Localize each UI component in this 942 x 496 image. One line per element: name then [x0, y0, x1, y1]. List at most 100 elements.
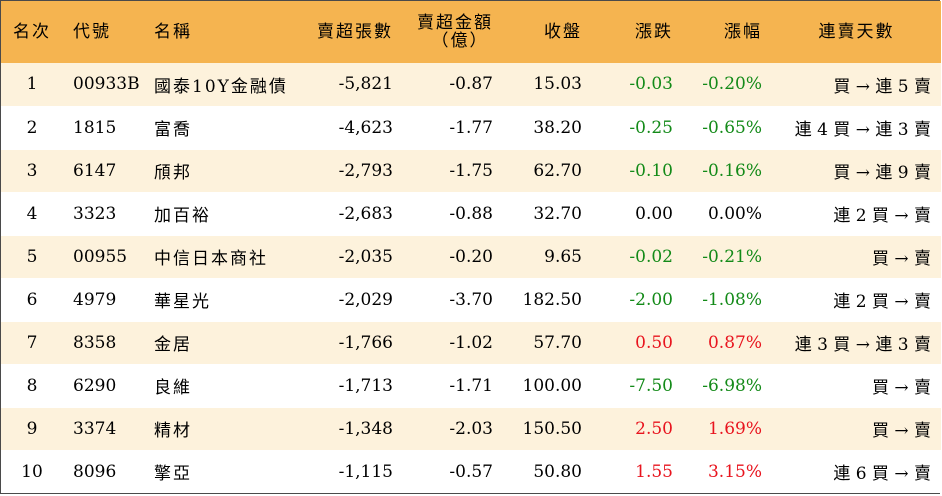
code-cell: 1815: [63, 105, 144, 149]
net-sell-amount-cell: -0.20: [403, 234, 503, 278]
table-row[interactable]: 6 4979 華星光 -2,029 -3.70 182.50 -2.00 -1.08% 連 2 …: [1, 277, 941, 321]
table-row[interactable]: 8 6290 良維 -1,713 -1.71 100.00 -7.50 -6.98% 買 → 賣: [1, 363, 941, 407]
header-name[interactable]: 名稱: [154, 22, 192, 42]
name-cell: 良維: [144, 363, 288, 407]
net-sell-amount-cell: -2.03: [403, 406, 503, 450]
name-cell: 富喬: [144, 105, 288, 149]
close-cell: 100.00: [503, 363, 592, 407]
header-net-sell-lots[interactable]: 賣超張數: [317, 22, 393, 42]
close-cell: 182.50: [503, 277, 592, 321]
net-sell-amount-cell: -1.75: [403, 148, 503, 192]
change-cell: -0.03: [629, 74, 673, 95]
table-row[interactable]: 3 6147 頎邦 -2,793 -1.75 62.70 -0.10 -0.16% 買 → 連 …: [1, 148, 941, 192]
net-sell-amount-cell: -1.77: [403, 105, 503, 149]
streak-cell: 買 → 連 9 賣: [772, 148, 941, 192]
net-sell-lots-cell: -1,766: [288, 320, 403, 364]
streak-cell: 連 2 買 → 賣: [772, 277, 941, 321]
table-row[interactable]: 5 00955 中信日本商社 -2,035 -0.20 9.65 -0.02 -0.21% 買 …: [1, 234, 941, 278]
rank-cell: 9: [1, 406, 63, 450]
table-row[interactable]: 10 8096 擎亞 -1,115 -0.57 50.80 1.55 3.15% 連 6 買 →…: [1, 449, 941, 493]
change-pct-cell: -0.65%: [683, 105, 772, 149]
name-cell: 加百裕: [144, 191, 288, 235]
close-cell: 57.70: [503, 320, 592, 364]
change-pct-cell: 3.15%: [683, 449, 772, 493]
net-sell-lots-cell: -2,793: [288, 148, 403, 192]
change-pct-cell: 0.87%: [683, 320, 772, 364]
header-row: 名次 代號 名稱 賣超張數 賣超金額 （億） 收盤 漲跌 漲幅 連賣天數: [1, 1, 941, 63]
code-cell: 3323: [63, 191, 144, 235]
net-sell-amount-cell: -1.02: [403, 320, 503, 364]
streak-cell: 連 6 買 → 賣: [772, 449, 941, 493]
change-cell: 0.50: [592, 320, 683, 364]
net-sell-lots-cell: -1,713: [288, 363, 403, 407]
change-cell: -2.00: [592, 277, 683, 321]
change-pct-cell: -6.98%: [683, 363, 772, 407]
header-rank[interactable]: 名次: [13, 22, 51, 42]
code-cell: 6147: [63, 148, 144, 192]
code-cell: 6290: [63, 363, 144, 407]
header-code[interactable]: 代號: [73, 22, 111, 42]
change-pct-cell: -0.20%: [702, 74, 762, 95]
rank-cell: 7: [1, 320, 63, 364]
net-sell-amount-cell: -0.87: [449, 74, 493, 95]
code-cell: 3374: [63, 406, 144, 450]
streak-cell: 連 4 買 → 連 3 賣: [772, 105, 941, 149]
code-cell: 8096: [63, 449, 144, 493]
net-sell-lots-cell: -2,029: [288, 277, 403, 321]
name-cell: 擎亞: [144, 449, 288, 493]
change-cell: -7.50: [592, 363, 683, 407]
table-row[interactable]: 9 3374 精材 -1,348 -2.03 150.50 2.50 1.69% 買 → 賣: [1, 406, 941, 450]
table-row[interactable]: 1 00933B 國泰10Y金融債 -5,821 -0.87 15.03 -0.03 -0.2…: [1, 63, 941, 106]
close-cell: 32.70: [503, 191, 592, 235]
streak-cell: 連 2 買 → 賣: [772, 191, 941, 235]
name-cell: 中信日本商社: [144, 234, 288, 278]
net-sell-lots-cell: -1,348: [288, 406, 403, 450]
streak-cell: 買 → 賣: [772, 234, 941, 278]
rank-cell: 5: [1, 234, 63, 278]
net-sell-lots-cell: -5,821: [338, 74, 393, 95]
change-cell: -0.10: [592, 148, 683, 192]
net-sell-amount-cell: -0.88: [403, 191, 503, 235]
rank-cell: 8: [1, 363, 63, 407]
code-cell: 00955: [63, 234, 144, 278]
close-cell: 9.65: [503, 234, 592, 278]
rank-cell: 6: [1, 277, 63, 321]
header-close[interactable]: 收盤: [544, 22, 582, 42]
table-row[interactable]: 7 8358 金居 -1,766 -1.02 57.70 0.50 0.87% 連 3 買 → …: [1, 320, 941, 364]
net-sell-amount-cell: -3.70: [403, 277, 503, 321]
header-change[interactable]: 漲跌: [635, 22, 673, 42]
close-cell: 50.80: [503, 449, 592, 493]
change-pct-cell: -0.16%: [683, 148, 772, 192]
name-cell: 金居: [144, 320, 288, 364]
header-net-sell-amount[interactable]: 賣超金額 （億）: [403, 1, 503, 63]
streak-cell: 買 → 賣: [772, 406, 941, 450]
header-change-pct[interactable]: 漲幅: [724, 22, 762, 42]
close-cell: 15.03: [533, 74, 582, 95]
net-sell-lots-cell: -4,623: [288, 105, 403, 149]
net-sell-lots-cell: -2,035: [288, 234, 403, 278]
code-cell: 00933B: [73, 74, 140, 95]
streak-cell: 買 → 連 5 賣: [833, 76, 931, 97]
name-cell: 頎邦: [144, 148, 288, 192]
change-cell: -0.02: [592, 234, 683, 278]
code-cell: 8358: [63, 320, 144, 364]
change-cell: 0.00: [592, 191, 683, 235]
table-row[interactable]: 2 1815 富喬 -4,623 -1.77 38.20 -0.25 -0.65% 連 4 買 …: [1, 105, 941, 149]
change-cell: 1.55: [592, 449, 683, 493]
header-streak[interactable]: 連賣天數: [818, 22, 895, 42]
header-net-sell-amount-line2: （億）: [431, 31, 489, 51]
table-row[interactable]: 4 3323 加百裕 -2,683 -0.88 32.70 0.00 0.00% 連 2 買 →…: [1, 191, 941, 235]
streak-cell: 買 → 賣: [772, 363, 941, 407]
close-cell: 38.20: [503, 105, 592, 149]
rank-cell: 3: [1, 148, 63, 192]
close-cell: 150.50: [503, 406, 592, 450]
rank-cell: 4: [1, 191, 63, 235]
change-pct-cell: -0.21%: [683, 234, 772, 278]
change-cell: -0.25: [592, 105, 683, 149]
change-cell: 2.50: [592, 406, 683, 450]
net-sell-lots-cell: -1,115: [288, 449, 403, 493]
net-sell-lots-cell: -2,683: [288, 191, 403, 235]
net-sell-amount-cell: -0.57: [403, 449, 503, 493]
header-net-sell-amount-line1: 賣超金額: [417, 13, 493, 33]
